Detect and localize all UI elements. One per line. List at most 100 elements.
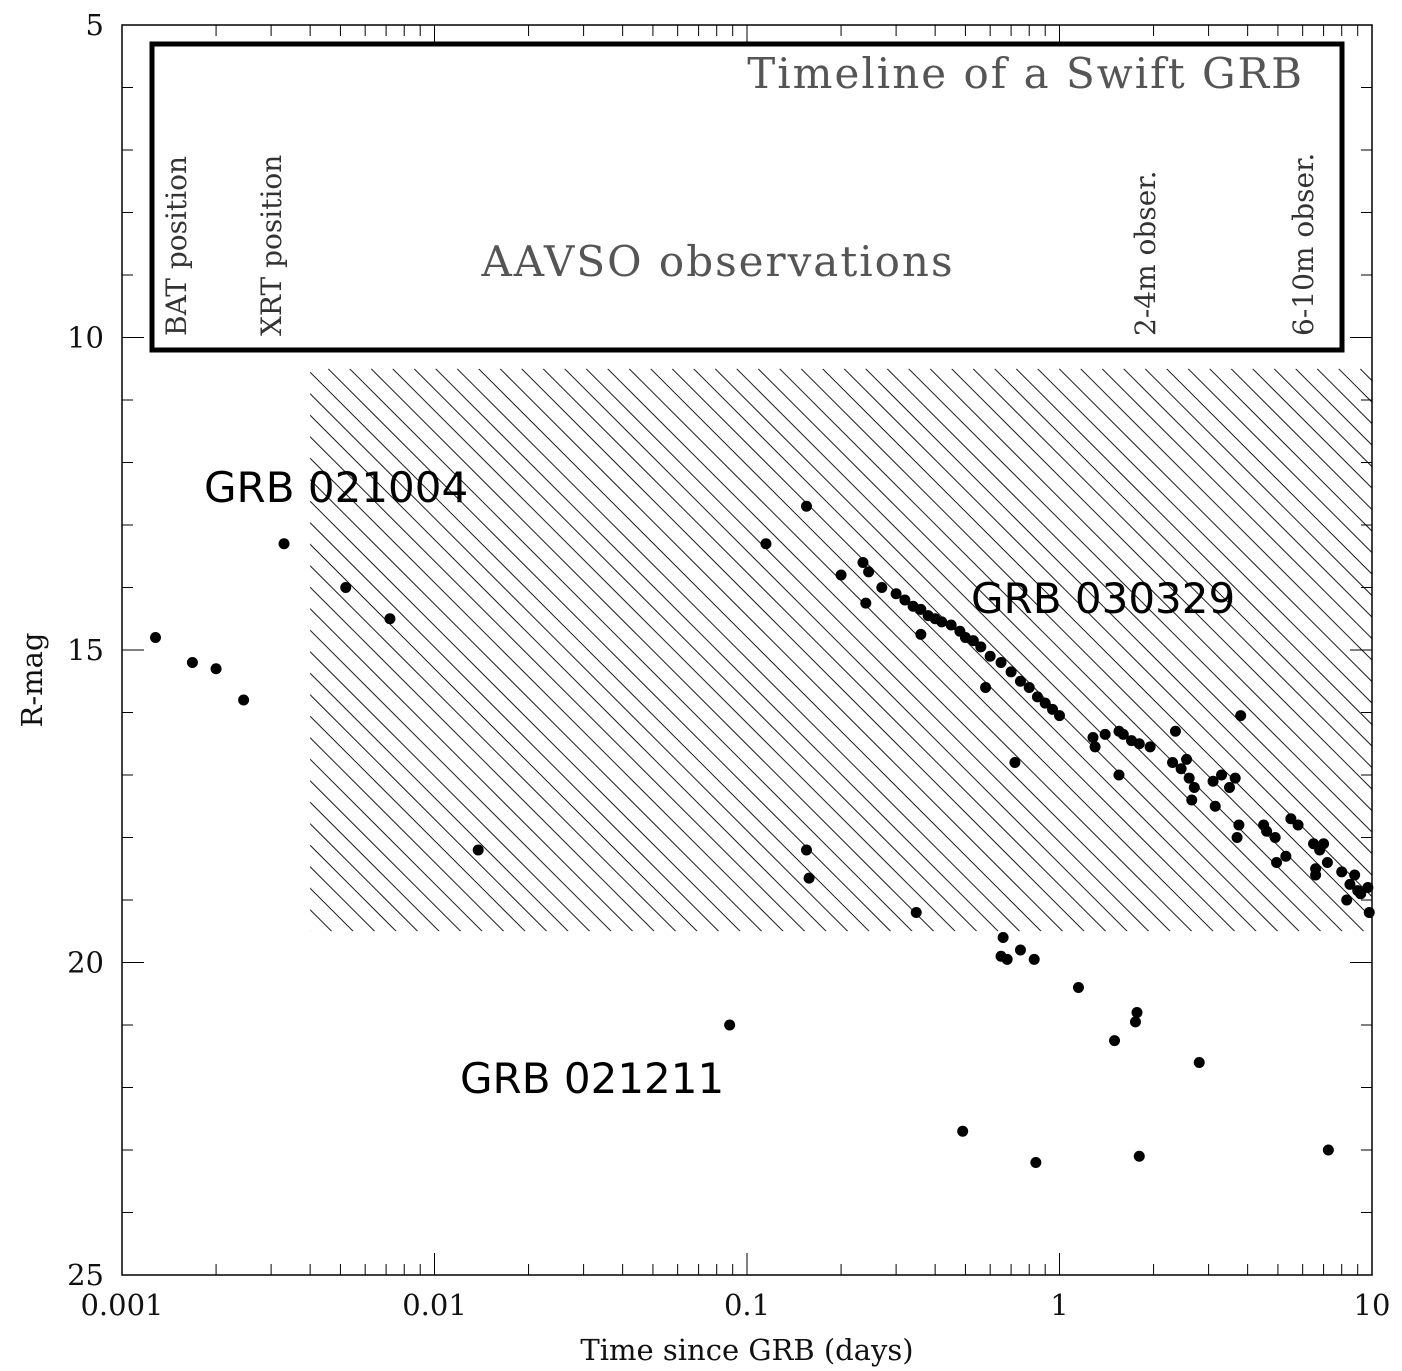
data-point-grb-030329 (1271, 857, 1283, 868)
hatch-line (310, 844, 397, 932)
hatch-line (1230, 368, 1372, 511)
hatch-line (310, 500, 741, 932)
data-point-grb-021211 (1322, 1144, 1334, 1156)
hatch-line (310, 393, 848, 932)
hatch-line (1101, 368, 1372, 640)
hatch-line (994, 368, 1372, 747)
hatch-line (310, 758, 483, 932)
y-tick-label: 5 (86, 8, 104, 42)
hatch-line (1123, 368, 1372, 618)
hatch-line (435, 368, 999, 932)
data-point-grb-030329 (899, 594, 911, 606)
data-point-grb-030329 (1183, 772, 1195, 784)
hatch-line (310, 780, 461, 932)
hatch-line (310, 371, 870, 932)
data-point-grb-021211 (957, 1125, 969, 1137)
data-point-grb-030329 (1188, 782, 1200, 793)
data-point-grb-030329 (980, 682, 992, 693)
hatch-line (310, 672, 569, 932)
data-point-grb-021211 (1028, 953, 1040, 965)
data-point-grb-030329 (1005, 666, 1017, 678)
hatch-line (310, 414, 827, 932)
hatch-line (1252, 368, 1372, 489)
data-point-grb-030329 (915, 628, 927, 640)
data-point-grb-030329 (1054, 710, 1065, 722)
data-point-grb-021004 (472, 844, 484, 856)
hatch-line (865, 368, 1372, 876)
y-tick-labels: 5 10 15 20 25 (67, 8, 104, 1292)
data-point-grb-030329 (800, 500, 812, 512)
hatch-line (585, 368, 1149, 932)
x-tick-label: 10 (1354, 1288, 1391, 1322)
marker-xrt-position: XRT position (255, 155, 288, 336)
data-point-grb-030329 (1207, 775, 1219, 787)
data-point-grb-030329 (1310, 869, 1322, 881)
data-point-grb-030329 (1224, 782, 1236, 793)
data-point-grb-030329 (1039, 697, 1051, 709)
hatch-line (1166, 368, 1372, 575)
data-point-grb-030329 (1209, 800, 1221, 812)
hatch-line (779, 368, 1343, 932)
hatch-line (310, 801, 440, 932)
data-point-grb-030329 (1186, 794, 1198, 806)
hatch-line (671, 368, 1235, 932)
data-point-grb-030329 (890, 588, 902, 600)
hatch-line (310, 887, 354, 932)
hatch-line (1187, 368, 1372, 554)
data-point-grb-030329 (1031, 691, 1043, 703)
y-tick-label: 15 (67, 633, 104, 667)
data-point-grb-030329 (1216, 769, 1228, 781)
data-point-grb-021211 (997, 932, 1009, 943)
hatch-line (310, 651, 590, 932)
data-point-grb-030329 (1181, 753, 1193, 765)
data-point-grb-030329 (1014, 675, 1026, 687)
data-point-grb-030329 (1229, 772, 1241, 784)
hatched-region (310, 368, 1402, 932)
hatch-line (564, 368, 1128, 932)
data-point-grb-030329 (1167, 757, 1179, 768)
data-point-grb-030329 (1175, 763, 1187, 775)
data-point-grb-030329 (1341, 894, 1353, 906)
data-point-grb-030329 (915, 603, 927, 615)
x-tick-label: 0.01 (402, 1288, 467, 1322)
hatch-line (1209, 368, 1372, 532)
data-point-grb-030329 (1362, 882, 1374, 893)
data-point-grb-030329 (1321, 857, 1333, 868)
marker-2-4m-obser: 2-4m obser. (1129, 171, 1162, 336)
data-point-grb-030329 (760, 538, 772, 550)
hatch-line (542, 368, 1106, 932)
data-point-grb-021211 (1131, 1007, 1143, 1018)
data-point-grb-030329 (1099, 728, 1111, 740)
hatch-line (1382, 369, 1402, 932)
hatch-line (1144, 368, 1372, 597)
hatch-line (650, 368, 1214, 932)
hatch-line (310, 629, 612, 932)
marker-6-10m-obser: 6-10m obser. (1287, 153, 1320, 336)
data-point-grb-030329 (1117, 728, 1129, 740)
data-point-grb-021211 (910, 907, 922, 918)
data-point-grb-030329 (1233, 819, 1245, 831)
timeline-box (149, 41, 1345, 353)
hatch-line (714, 368, 1278, 932)
data-point-grb-030329 (1261, 825, 1273, 837)
annotation-grb-021004: GRB 021004 (204, 463, 468, 512)
marker-bat-position: BAT position (160, 156, 193, 336)
data-point-grb-021211 (1133, 1150, 1145, 1162)
hatch-line (886, 368, 1372, 855)
hatch-line (370, 368, 934, 932)
data-point-grb-030329 (1269, 832, 1281, 843)
data-point-grb-030329 (984, 650, 996, 662)
hatch-line (736, 368, 1300, 932)
hatch-line (392, 368, 956, 932)
hatch-line (822, 368, 1372, 919)
data-point-grb-030329 (1352, 885, 1364, 897)
hatch-line (310, 694, 547, 932)
hatch-line (310, 823, 418, 932)
hatch-line (951, 368, 1372, 790)
hatch-line (607, 368, 1171, 932)
data-point-grb-021211 (803, 872, 815, 884)
data-point-grb-021211 (1014, 944, 1026, 956)
x-tick-labels: 0.001 0.01 0.1 1 10 (80, 1288, 1390, 1322)
data-point-grb-021211 (1193, 1057, 1205, 1068)
data-point-grb-021004 (210, 663, 222, 675)
